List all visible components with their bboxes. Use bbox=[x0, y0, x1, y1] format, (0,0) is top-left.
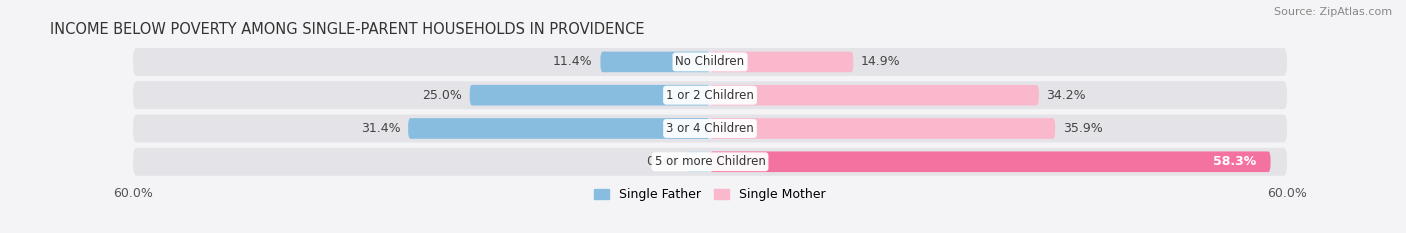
FancyBboxPatch shape bbox=[710, 85, 1039, 106]
Text: 34.2%: 34.2% bbox=[1046, 89, 1087, 102]
Text: 58.3%: 58.3% bbox=[1213, 155, 1256, 168]
FancyBboxPatch shape bbox=[134, 148, 1286, 176]
Text: 5 or more Children: 5 or more Children bbox=[655, 155, 765, 168]
FancyBboxPatch shape bbox=[408, 118, 710, 139]
Text: 11.4%: 11.4% bbox=[553, 55, 593, 69]
FancyBboxPatch shape bbox=[600, 51, 710, 72]
Text: 3 or 4 Children: 3 or 4 Children bbox=[666, 122, 754, 135]
FancyBboxPatch shape bbox=[710, 51, 853, 72]
FancyBboxPatch shape bbox=[134, 81, 1286, 109]
Text: Source: ZipAtlas.com: Source: ZipAtlas.com bbox=[1274, 7, 1392, 17]
Text: 14.9%: 14.9% bbox=[860, 55, 901, 69]
Text: 31.4%: 31.4% bbox=[361, 122, 401, 135]
FancyBboxPatch shape bbox=[686, 151, 710, 172]
Text: 1 or 2 Children: 1 or 2 Children bbox=[666, 89, 754, 102]
FancyBboxPatch shape bbox=[470, 85, 710, 106]
Text: 25.0%: 25.0% bbox=[422, 89, 463, 102]
Text: No Children: No Children bbox=[675, 55, 745, 69]
Text: 0.0%: 0.0% bbox=[647, 155, 678, 168]
FancyBboxPatch shape bbox=[134, 114, 1286, 142]
FancyBboxPatch shape bbox=[710, 118, 1054, 139]
Legend: Single Father, Single Mother: Single Father, Single Mother bbox=[589, 183, 831, 206]
Text: 35.9%: 35.9% bbox=[1063, 122, 1102, 135]
Text: INCOME BELOW POVERTY AMONG SINGLE-PARENT HOUSEHOLDS IN PROVIDENCE: INCOME BELOW POVERTY AMONG SINGLE-PARENT… bbox=[49, 22, 644, 37]
FancyBboxPatch shape bbox=[710, 151, 1271, 172]
FancyBboxPatch shape bbox=[134, 48, 1286, 76]
